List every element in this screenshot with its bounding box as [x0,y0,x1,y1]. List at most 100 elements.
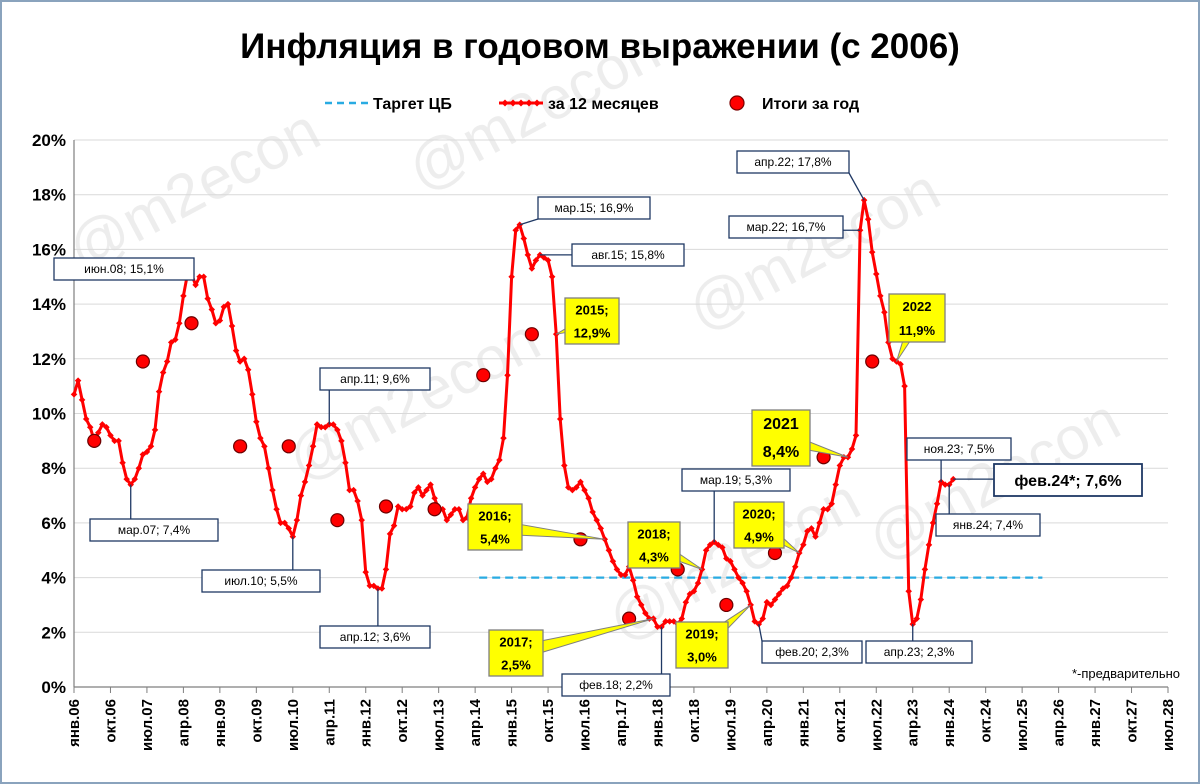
annotation-apr23: апр.23; 2,3% [865,624,973,664]
monthly-point [390,522,398,529]
monthly-point [949,475,957,483]
x-tick-label: окт.06 [102,699,119,743]
x-tick-label: янв.18 [649,699,666,747]
annotation-nov23: ноя.23; 7,5% [906,437,1012,482]
monthly-point [654,623,661,631]
annotation-apr11: апр.11; 9,6% [319,367,431,425]
monthly-point [800,541,807,549]
annotations: июн.08; 15,1% мар.07; 7,4% июл.10; 5,5% апр… [53,150,1143,697]
annotation-box [564,297,620,345]
y-tick-label: 10% [32,405,66,424]
monthly-point [269,486,276,494]
monthly-point [820,505,827,513]
x-tick-label: окт.18 [686,699,703,743]
monthly-point [467,495,475,502]
annotation-box [906,437,1012,461]
legend-annual-swatch [729,95,745,111]
annotation-text: апр.23; 2,3% [884,645,955,659]
annotation-y2021: 2021 8,4% [751,409,849,467]
monthly-point [346,486,353,494]
annotation-mar07: мар.07; 7,4% [89,484,219,542]
monthly-point [123,475,130,483]
monthly-point [167,339,175,346]
x-tick-label: июл.07 [139,699,156,751]
legend: Таргет ЦБ за 12 месяцев Итоги за год [325,95,859,113]
annotation-box [733,501,785,549]
monthly-point [196,273,203,281]
annotation-box [201,569,321,593]
annotation-text: апр.11; 9,6% [340,372,410,386]
annotation-mar15: мар.15; 16,9% [519,196,651,226]
x-tick-label: апр.20 [759,699,776,746]
x-tick-label: окт.15 [540,699,557,743]
monthly-point [739,579,746,587]
monthly-point [877,292,884,300]
monthly-point [852,432,860,439]
monthly-point [342,459,349,466]
annotation-text: 3,0% [687,650,717,665]
monthly-point [929,519,937,527]
x-tick-label: янв.15 [504,699,521,747]
annotation-y2019: 2019; 3,0% [675,604,752,669]
monthly-point [609,557,617,565]
monthly-point [492,464,499,472]
monthly-point [901,382,908,390]
monthly-point [407,503,414,510]
monthly-point [321,423,329,431]
annotation-text: 2020; [742,507,775,522]
monthly-point [297,492,305,499]
monthly-point [208,306,216,313]
x-tick-label: апр.11 [321,699,338,746]
x-axis: янв.06 окт.06 июл.07 апр.08 янв.09 окт.09 июл.… [66,140,1177,751]
monthly-point [690,588,698,595]
annotation-jan24: янв.24; 7,4% [935,484,1041,537]
monthly-point [236,358,244,365]
annotation-box [537,196,651,220]
monthly-point [714,541,722,549]
monthly-point [212,319,220,327]
y-tick-label: 0% [41,678,66,697]
annotation-text: 2019; [685,627,718,642]
monthly-point [107,432,114,439]
annotation-box [319,625,431,649]
annual-point [281,439,296,454]
annotation-text: 4,3% [639,550,669,565]
annotation-box [761,640,863,664]
annotation-apr22: апр.22; 17,8% [736,150,865,201]
monthly-point [897,361,904,368]
annotation-mar19: мар.19; 5,3% [681,468,791,543]
x-tick-label: апр.26 [1051,699,1068,746]
x-tick-label: июл.10 [285,699,302,751]
monthly-point [423,486,430,494]
annotation-feb20: фев.20; 2,3% [758,623,863,664]
monthly-point [804,527,811,535]
x-tick-label: янв.09 [212,699,229,747]
annotation-y2015: 2015; 12,9% [555,297,620,345]
annotation-text: 2021 [763,416,799,433]
x-tick-label: апр.23 [905,699,922,746]
monthly-point [455,505,463,513]
y-tick-label: 14% [32,295,66,314]
x-tick-label: июл.13 [431,699,448,751]
legend-monthly-marker [533,99,541,107]
monthly-point [945,481,953,488]
annotation-jul10: июл.10; 5,5% [201,536,321,593]
annotation-text: 2,5% [501,658,531,673]
monthly-point [378,585,386,592]
y-tick-label: 12% [32,350,66,369]
monthly-point [155,388,163,395]
x-tick-label: июл.16 [577,699,594,751]
annotation-y2020: 2020; 4,9% [733,501,800,554]
annual-point [378,499,394,514]
monthly-point [508,273,515,281]
y-tick-label: 4% [41,569,66,588]
x-tick-label: июл.22 [868,699,885,751]
monthly-point [143,448,151,456]
monthly-point [556,415,564,423]
monthly-point [723,555,730,562]
monthly-point [277,519,284,527]
annotation-text: июл.10; 5,5% [224,574,297,588]
annotation-y2022: 2022 11,9% [888,293,946,362]
monthly-point [767,601,775,609]
